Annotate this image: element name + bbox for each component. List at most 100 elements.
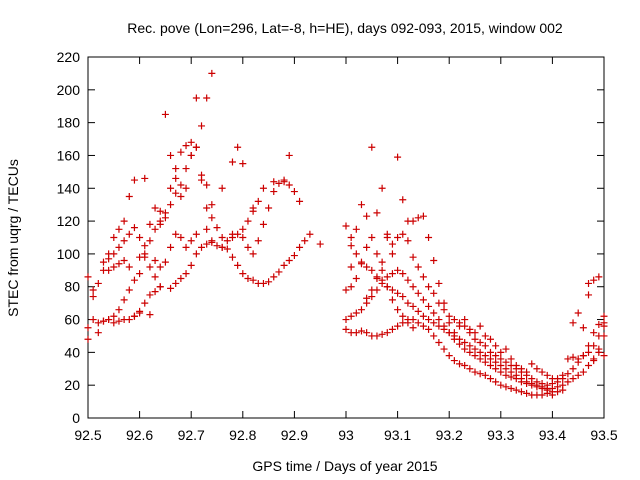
data-point xyxy=(466,342,474,350)
data-point xyxy=(559,375,567,383)
data-point xyxy=(120,217,128,225)
data-point xyxy=(130,312,138,320)
data-point xyxy=(290,252,298,260)
data-point xyxy=(538,368,546,376)
data-point xyxy=(187,151,195,159)
data-point xyxy=(579,324,587,332)
data-point xyxy=(177,181,185,189)
data-point xyxy=(373,250,381,258)
data-point xyxy=(146,291,154,299)
data-point xyxy=(430,289,438,297)
data-point xyxy=(585,279,593,287)
data-point xyxy=(564,355,572,363)
data-point xyxy=(368,234,376,241)
data-point xyxy=(419,212,427,220)
data-point xyxy=(316,240,324,248)
data-point xyxy=(466,348,474,356)
data-point xyxy=(543,371,551,379)
data-point xyxy=(399,230,407,238)
data-point xyxy=(115,260,123,268)
data-point xyxy=(394,322,402,330)
data-point xyxy=(486,361,494,369)
data-point xyxy=(564,378,572,386)
data-point xyxy=(512,375,520,383)
data-point xyxy=(590,329,598,337)
data-point xyxy=(130,176,138,184)
data-point xyxy=(502,371,510,379)
data-point xyxy=(409,253,417,261)
data-point xyxy=(94,329,102,337)
data-point xyxy=(234,261,242,269)
data-point xyxy=(167,184,175,192)
data-point xyxy=(595,332,603,340)
data-point xyxy=(445,352,453,360)
data-point xyxy=(399,270,407,278)
data-point xyxy=(208,237,216,245)
data-point xyxy=(218,234,226,241)
data-point xyxy=(373,332,381,340)
data-point xyxy=(136,234,144,241)
data-point xyxy=(218,184,226,192)
data-point xyxy=(115,225,123,233)
x-tick-label: 93.3 xyxy=(487,427,514,443)
data-point xyxy=(120,296,128,304)
data-point xyxy=(471,345,479,353)
data-point xyxy=(146,237,154,245)
data-point xyxy=(373,275,381,283)
data-point xyxy=(352,225,360,233)
data-point xyxy=(585,291,593,299)
data-point xyxy=(130,224,138,232)
y-tick-label: 40 xyxy=(64,344,80,360)
data-point xyxy=(528,381,536,389)
data-point xyxy=(105,266,113,274)
data-point xyxy=(456,360,464,368)
data-point xyxy=(378,330,386,338)
data-point xyxy=(182,142,190,150)
data-point xyxy=(265,204,273,212)
data-point xyxy=(208,201,216,209)
data-point xyxy=(156,263,164,271)
data-point xyxy=(450,335,458,343)
data-point xyxy=(471,352,479,360)
data-point xyxy=(296,243,304,251)
data-point xyxy=(203,94,211,102)
data-point xyxy=(590,357,598,365)
data-point xyxy=(394,289,402,297)
data-point xyxy=(435,316,443,324)
data-point xyxy=(409,324,417,332)
data-point xyxy=(373,209,381,217)
data-point xyxy=(590,276,598,284)
y-tick-label: 140 xyxy=(57,180,81,196)
data-point xyxy=(198,122,206,130)
data-point xyxy=(569,365,577,373)
data-point xyxy=(342,325,350,333)
data-point xyxy=(182,243,190,251)
data-point xyxy=(492,365,500,373)
data-point xyxy=(425,283,433,291)
data-point xyxy=(254,197,262,205)
data-point xyxy=(476,348,484,356)
data-point xyxy=(492,358,500,366)
data-point xyxy=(342,316,350,324)
data-point xyxy=(579,352,587,360)
data-point xyxy=(425,302,433,310)
data-point xyxy=(198,243,206,251)
data-point xyxy=(476,339,484,347)
data-point xyxy=(461,339,469,347)
y-tick-label: 200 xyxy=(57,82,81,98)
data-point xyxy=(404,276,412,284)
data-point xyxy=(466,365,474,373)
data-point xyxy=(187,237,195,245)
data-point xyxy=(574,355,582,363)
data-point xyxy=(110,263,118,271)
x-tick-label: 93.1 xyxy=(384,427,411,443)
data-point xyxy=(187,138,195,146)
data-point xyxy=(523,389,531,397)
data-point xyxy=(492,378,500,386)
data-point xyxy=(296,197,304,205)
data-point xyxy=(466,329,474,337)
data-point xyxy=(600,352,608,360)
data-point xyxy=(342,222,350,230)
data-point xyxy=(125,230,133,238)
data-point xyxy=(285,181,293,189)
